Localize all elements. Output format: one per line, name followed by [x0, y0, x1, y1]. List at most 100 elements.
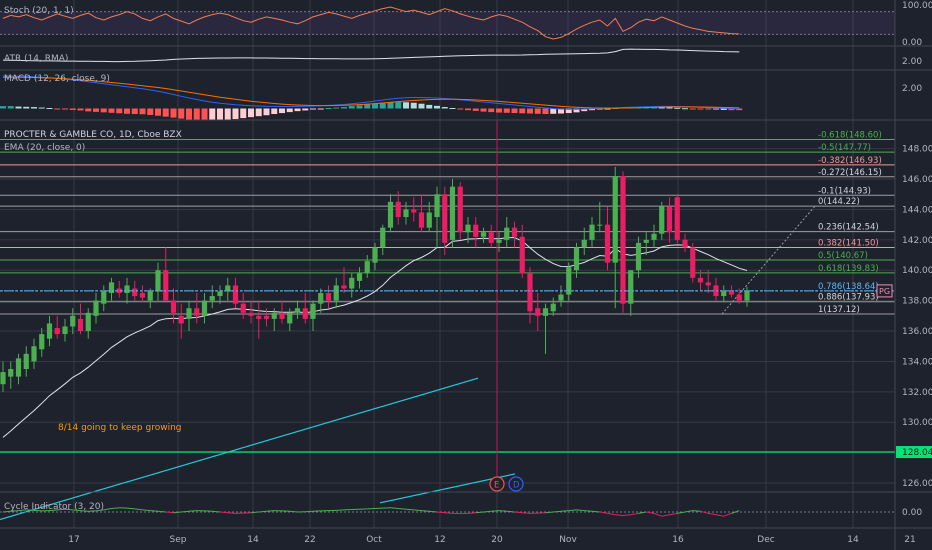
candle-body[interactable]	[674, 197, 680, 240]
candle-body[interactable]	[566, 267, 572, 295]
candle-body[interactable]	[108, 282, 115, 294]
candle-body[interactable]	[70, 315, 76, 327]
candle-body[interactable]	[659, 206, 665, 234]
symbol-badge[interactable]	[876, 284, 893, 298]
candle-body[interactable]	[341, 285, 347, 289]
candle-body[interactable]	[364, 261, 370, 274]
candle-body[interactable]	[15, 358, 22, 377]
candle-body[interactable]	[465, 224, 471, 233]
candle-body[interactable]	[542, 308, 549, 316]
candle-body[interactable]	[147, 291, 153, 301]
candle-body[interactable]	[263, 315, 270, 319]
candle-body[interactable]	[488, 232, 494, 243]
candle-body[interactable]	[612, 176, 618, 263]
event-marker[interactable]	[508, 476, 524, 492]
candle-body[interactable]	[666, 206, 673, 233]
candle-body[interactable]	[0, 372, 6, 385]
candle-body[interactable]	[139, 293, 146, 298]
candle-body[interactable]	[697, 277, 704, 283]
candle-body[interactable]	[23, 353, 29, 370]
candle-body[interactable]	[217, 291, 223, 297]
atr-pane[interactable]	[2, 48, 740, 63]
candle-body[interactable]	[558, 294, 564, 301]
candle-body[interactable]	[434, 194, 440, 218]
candle-body[interactable]	[426, 212, 432, 228]
candle-body[interactable]	[457, 186, 463, 233]
price-axis[interactable]: 100.000.002.002.00126.00128.00130.00132.…	[896, 1, 932, 518]
time-axis[interactable]: 17 Sep 14 22 Oct 12 20 Nov 16 Dec 14 21	[68, 535, 915, 545]
candle-body[interactable]	[93, 300, 99, 316]
candle-body[interactable]	[387, 201, 394, 228]
candle-body[interactable]	[356, 273, 363, 281]
candle-body[interactable]	[744, 290, 750, 301]
candle-body[interactable]	[287, 312, 293, 324]
cycle-pane[interactable]	[0, 507, 895, 517]
candle-body[interactable]	[504, 227, 510, 240]
stoch-pane[interactable]	[0, 6, 895, 40]
candle-body[interactable]	[186, 308, 192, 319]
candle-body[interactable]	[178, 315, 184, 324]
candle-body[interactable]	[194, 308, 200, 316]
candle-body[interactable]	[248, 312, 254, 316]
candle-body[interactable]	[155, 270, 161, 292]
candle-body[interactable]	[163, 270, 169, 301]
candle-body[interactable]	[380, 227, 386, 248]
candle-body[interactable]	[550, 303, 556, 312]
candle-body[interactable]	[449, 186, 456, 240]
candle-body[interactable]	[62, 326, 68, 335]
candle-body[interactable]	[349, 277, 355, 289]
candle-body[interactable]	[418, 212, 425, 228]
candle-body[interactable]	[589, 224, 595, 240]
event-marker[interactable]	[489, 476, 505, 492]
candle-body[interactable]	[302, 308, 308, 319]
candle-body[interactable]	[318, 293, 324, 304]
candle-body[interactable]	[372, 247, 378, 263]
macd-pane[interactable]	[0, 75, 743, 121]
candle-body[interactable]	[442, 194, 448, 243]
candle-body[interactable]	[201, 300, 208, 316]
candle-body[interactable]	[77, 318, 84, 332]
candle-body[interactable]	[101, 291, 107, 304]
candle-body[interactable]	[333, 285, 339, 301]
candle-body[interactable]	[279, 312, 285, 319]
candle-body[interactable]	[31, 346, 37, 362]
candle-body[interactable]	[628, 270, 634, 304]
candle-body[interactable]	[511, 227, 518, 237]
candle-body[interactable]	[643, 239, 649, 243]
candle-body[interactable]	[705, 282, 711, 286]
candle-body[interactable]	[682, 239, 688, 248]
candle-body[interactable]	[310, 303, 316, 319]
candle-body[interactable]	[473, 224, 479, 237]
candle-body[interactable]	[581, 239, 587, 248]
main-price-pane[interactable]: -0.618(148.60) -0.5(147.77) -0.382(146.93)…	[0, 120, 895, 521]
candle-body[interactable]	[635, 242, 642, 271]
candle-body[interactable]	[46, 323, 53, 339]
candle-body[interactable]	[256, 315, 262, 319]
candle-body[interactable]	[411, 209, 417, 213]
candle-body[interactable]	[573, 247, 580, 271]
candle-body[interactable]	[535, 308, 541, 316]
candle-body[interactable]	[620, 176, 626, 304]
candle-body[interactable]	[395, 201, 401, 218]
candle-body[interactable]	[480, 232, 487, 237]
candle-body[interactable]	[209, 296, 215, 301]
candle-body[interactable]	[721, 291, 727, 297]
candle-body[interactable]	[690, 247, 696, 278]
candle-body[interactable]	[240, 303, 246, 313]
candle-body[interactable]	[170, 300, 177, 313]
candle-body[interactable]	[294, 308, 301, 313]
candle-body[interactable]	[124, 285, 130, 294]
candle-body[interactable]	[325, 293, 332, 301]
candle-body[interactable]	[519, 236, 525, 274]
candle-body[interactable]	[8, 369, 14, 377]
candle-body[interactable]	[39, 334, 45, 350]
candle-body[interactable]	[132, 288, 138, 297]
candle-body[interactable]	[736, 294, 742, 301]
candle-body[interactable]	[225, 285, 231, 292]
candle-body[interactable]	[604, 224, 611, 263]
candle-body[interactable]	[597, 224, 603, 226]
candle-body[interactable]	[403, 209, 409, 218]
candle-body[interactable]	[651, 233, 657, 240]
candle-body[interactable]	[496, 239, 502, 243]
